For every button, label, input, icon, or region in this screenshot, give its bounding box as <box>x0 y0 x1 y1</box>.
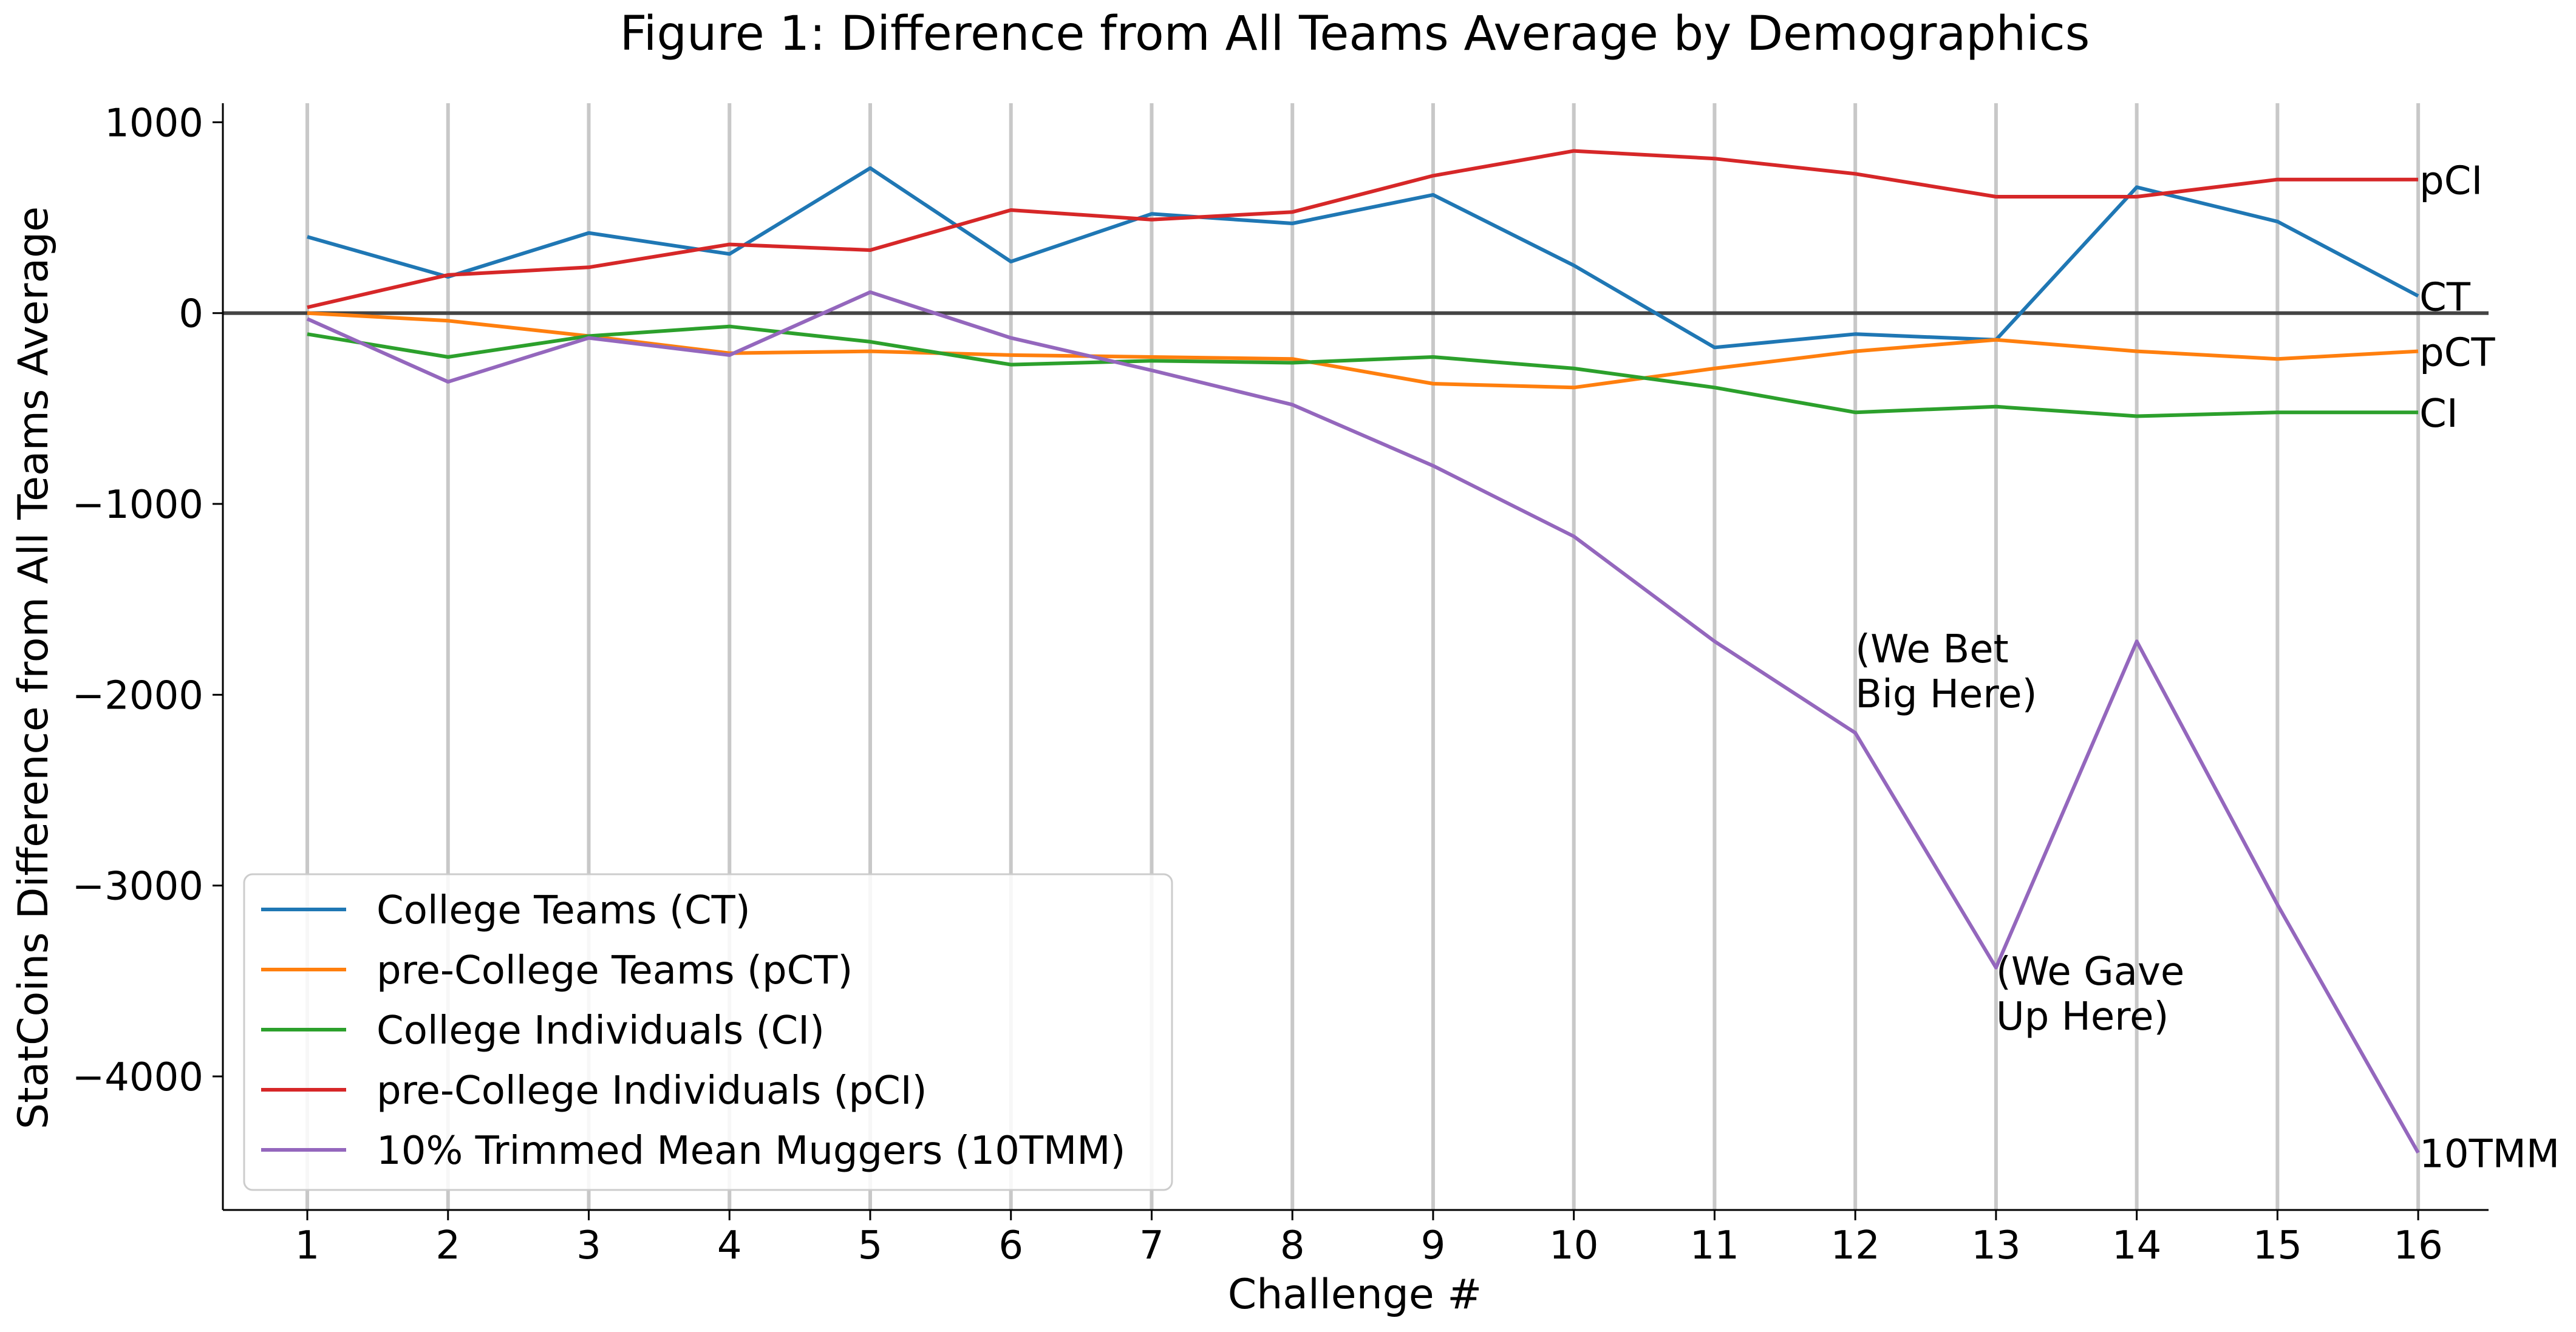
y-tick-label: −2000 <box>72 673 204 718</box>
series-layer <box>306 149 2420 1154</box>
grid-layer <box>305 103 2421 1210</box>
legend-label-pct: pre-College Teams (pCT) <box>377 948 853 993</box>
legend-label-10tmm: 10% Trimmed Mean Muggers (10TMM) <box>377 1129 1125 1174</box>
y-tick-label: −1000 <box>72 483 204 528</box>
legend-label-pci: pre-College Individuals (pCI) <box>377 1069 927 1113</box>
legend-frame <box>243 873 1173 1191</box>
y-tick-label: −4000 <box>72 1055 204 1100</box>
x-tick-label: 13 <box>1971 1223 2020 1268</box>
chart-title: Figure 1: Difference from All Teams Aver… <box>620 7 2090 61</box>
end-label-pci: pCI <box>2419 159 2482 204</box>
x-tick-label: 5 <box>858 1223 883 1268</box>
end-label-pct: pCT <box>2419 331 2495 376</box>
x-tick-label: 4 <box>717 1223 742 1268</box>
x-tick-label: 9 <box>1421 1223 1446 1268</box>
series-line-10tmm <box>306 290 2420 1154</box>
x-tick-label: 1 <box>295 1223 320 1268</box>
end-labels-layer: CT pCT CI pCI 10TMM <box>2419 159 2560 1177</box>
legend-label-ct: College Teams (CT) <box>377 888 751 933</box>
x-tick-label: 12 <box>1830 1223 1879 1268</box>
y-tick-label: 1000 <box>104 101 203 146</box>
series-line-pct <box>307 311 2419 390</box>
y-tick-label: −3000 <box>72 865 204 909</box>
axes-layer: 1 2 3 4 5 6 7 8 9 10 11 12 13 14 15 1610000−1000−2000−3… <box>72 101 2489 1268</box>
end-label-10tmm: 10TMM <box>2419 1132 2560 1177</box>
annotation-text: Up Here) <box>1996 994 2169 1039</box>
legend: College Teams (CT) pre-College Teams (pCT… <box>243 873 1173 1191</box>
x-tick-label: 14 <box>2112 1223 2161 1268</box>
end-label-ci: CI <box>2419 392 2458 437</box>
annotation-text: Big Here) <box>1855 672 2037 717</box>
x-tick-label: 7 <box>1139 1223 1164 1268</box>
x-tick-label: 11 <box>1690 1223 1739 1268</box>
series-line-pci <box>307 149 2419 310</box>
x-tick-label: 16 <box>2393 1223 2442 1268</box>
y-axis-label: StatCoins Difference from All Teams Aver… <box>10 206 58 1129</box>
x-tick-label: 8 <box>1280 1223 1305 1268</box>
x-tick-label: 3 <box>576 1223 601 1268</box>
y-tick-label: 0 <box>179 292 203 337</box>
x-axis-label: Challenge # <box>1228 1271 1482 1319</box>
annotation-text: (We Gave <box>1996 950 2184 994</box>
annotation-text: (We Bet <box>1855 627 2009 672</box>
series-line-ct <box>307 166 2419 350</box>
end-label-ct: CT <box>2419 275 2471 320</box>
x-tick-label: 15 <box>2253 1223 2302 1268</box>
x-tick-label: 6 <box>998 1223 1023 1268</box>
series-line-ci <box>307 324 2419 418</box>
x-tick-label: 10 <box>1549 1223 1598 1268</box>
legend-label-ci: College Individuals (CI) <box>377 1008 825 1053</box>
x-tick-label: 2 <box>435 1223 460 1268</box>
